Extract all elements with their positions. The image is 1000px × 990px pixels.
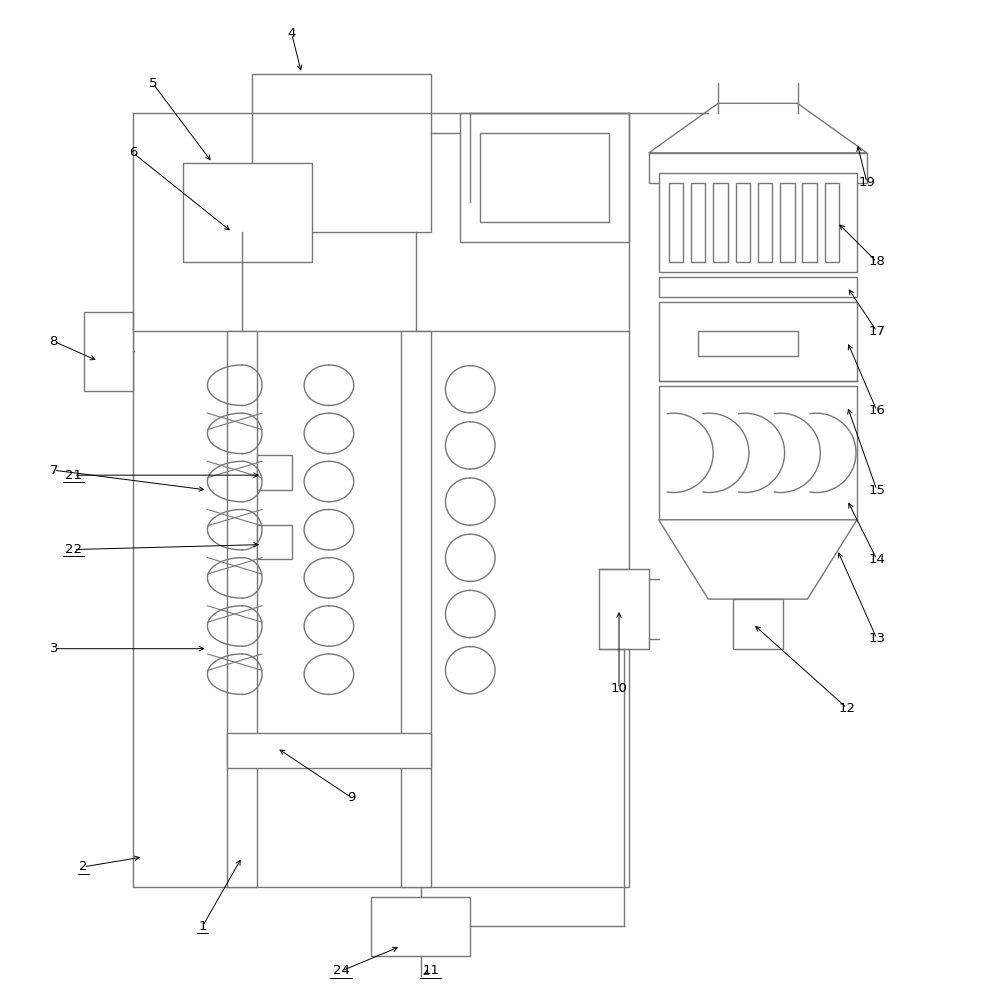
Text: 5: 5	[149, 77, 157, 90]
Text: 9: 9	[347, 791, 355, 804]
FancyBboxPatch shape	[758, 182, 772, 262]
Text: 11: 11	[422, 964, 439, 977]
Text: 12: 12	[839, 702, 856, 715]
Polygon shape	[649, 103, 867, 152]
Text: 22: 22	[65, 544, 82, 556]
FancyBboxPatch shape	[780, 182, 795, 262]
Text: 7: 7	[50, 463, 58, 477]
Text: 10: 10	[611, 682, 627, 695]
FancyBboxPatch shape	[480, 133, 609, 223]
FancyBboxPatch shape	[252, 73, 431, 233]
FancyBboxPatch shape	[257, 455, 292, 490]
FancyBboxPatch shape	[733, 599, 783, 648]
Text: 1: 1	[198, 920, 207, 933]
FancyBboxPatch shape	[371, 897, 470, 956]
FancyBboxPatch shape	[691, 182, 705, 262]
FancyBboxPatch shape	[227, 332, 257, 887]
Text: 16: 16	[868, 404, 885, 417]
Text: 15: 15	[868, 483, 885, 497]
FancyBboxPatch shape	[401, 332, 431, 887]
FancyBboxPatch shape	[659, 172, 857, 272]
FancyBboxPatch shape	[669, 182, 683, 262]
FancyBboxPatch shape	[713, 182, 728, 262]
Text: 13: 13	[868, 633, 885, 645]
FancyBboxPatch shape	[825, 182, 839, 262]
FancyBboxPatch shape	[84, 312, 133, 391]
Text: 8: 8	[50, 335, 58, 347]
FancyBboxPatch shape	[227, 733, 431, 767]
FancyBboxPatch shape	[257, 525, 292, 559]
Text: 6: 6	[129, 147, 137, 159]
FancyBboxPatch shape	[698, 332, 798, 356]
Text: 21: 21	[65, 468, 82, 482]
FancyBboxPatch shape	[659, 277, 857, 297]
FancyBboxPatch shape	[183, 162, 312, 262]
Text: 14: 14	[868, 553, 885, 566]
Text: 19: 19	[858, 176, 875, 189]
Text: 2: 2	[79, 860, 88, 873]
Text: 24: 24	[333, 964, 350, 977]
FancyBboxPatch shape	[802, 182, 817, 262]
FancyBboxPatch shape	[659, 302, 857, 381]
Text: 18: 18	[868, 255, 885, 268]
FancyBboxPatch shape	[460, 113, 629, 243]
FancyBboxPatch shape	[736, 182, 750, 262]
FancyBboxPatch shape	[649, 152, 867, 182]
FancyBboxPatch shape	[133, 332, 629, 887]
Text: 17: 17	[868, 325, 885, 338]
FancyBboxPatch shape	[599, 569, 649, 648]
Text: 3: 3	[50, 643, 58, 655]
FancyBboxPatch shape	[659, 386, 857, 520]
Text: 4: 4	[288, 28, 296, 41]
Polygon shape	[659, 520, 857, 599]
